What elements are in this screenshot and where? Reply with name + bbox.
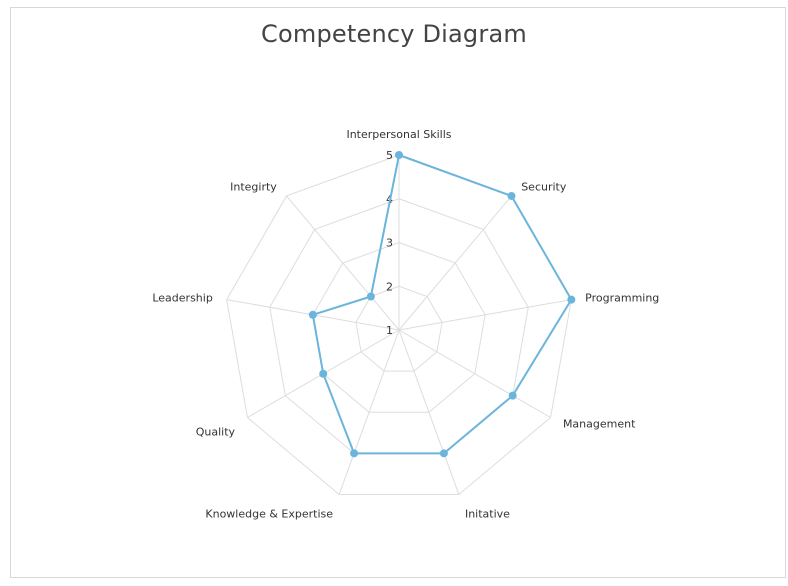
data-point — [395, 151, 403, 159]
radial-tick-label: 2 — [386, 280, 393, 293]
data-point — [508, 391, 517, 400]
data-point — [319, 369, 328, 378]
grid-spoke — [398, 329, 460, 495]
grid-spoke — [286, 195, 400, 331]
data-point — [567, 295, 576, 304]
axis-label: Quality — [196, 426, 236, 439]
axis-label: Integirty — [230, 181, 277, 194]
data-point — [507, 191, 516, 200]
axis-label: Management — [563, 418, 636, 431]
axis-label: Interpersonal Skills — [346, 128, 451, 141]
grid-spoke — [398, 195, 512, 331]
radial-tick-label: 1 — [386, 324, 393, 337]
data-point — [308, 310, 317, 319]
chart-title: Competency Diagram — [261, 20, 527, 48]
axis-label: Programming — [585, 292, 659, 305]
grid-ring-2 — [355, 285, 443, 372]
axis-label: Knowledge & Expertise — [205, 508, 333, 521]
data-point — [366, 292, 375, 301]
axis-label: Initative — [465, 508, 510, 521]
radial-tick-label: 3 — [386, 237, 393, 250]
axis-labels: Interpersonal Skills Security Programming M… — [152, 128, 659, 521]
radar-grid — [226, 154, 572, 495]
grid-ring-3 — [312, 241, 486, 413]
series-line — [311, 154, 573, 455]
chart-frame — [10, 7, 786, 578]
data-point — [439, 449, 448, 458]
data-point — [350, 449, 359, 458]
radar-series — [308, 151, 576, 458]
grid-spoke — [398, 299, 572, 331]
grid-spoke — [338, 329, 400, 495]
axis-label: Security — [521, 181, 567, 194]
radial-tick-label: 5 — [386, 149, 393, 162]
grid-spoke — [398, 329, 551, 418]
axis-label: Leadership — [152, 292, 212, 305]
